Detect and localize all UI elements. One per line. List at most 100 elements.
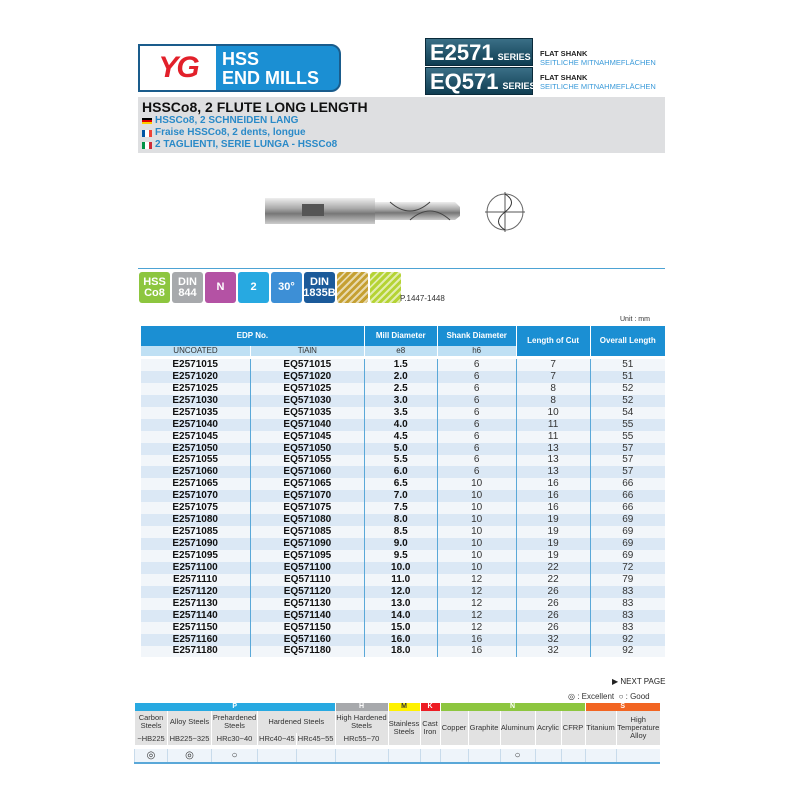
end-mill-illustration — [265, 192, 525, 232]
table-row: E2571110 EQ571110 11.0 12 22 79 — [140, 573, 665, 586]
length-of-cut: 10 — [515, 406, 591, 419]
uncoated-edp: E2571045 — [140, 430, 251, 443]
table-row: E2571015 EQ571015 1.5 6 7 51 — [140, 359, 665, 371]
2-flute-icon: 2 — [238, 272, 269, 303]
tialn-edp: EQ571110 — [249, 573, 365, 586]
uncoated-edp: E2571060 — [140, 466, 251, 479]
table-row: E2571150 EQ571150 15.0 12 26 83 — [140, 621, 665, 634]
shank-diameter: 10 — [436, 526, 517, 539]
shank-diameter: 6 — [436, 466, 517, 479]
uncoated-edp: E2571095 — [140, 550, 251, 562]
shank-diameter: 10 — [436, 514, 517, 527]
overall-length: 51 — [589, 370, 665, 383]
uncoated-edp: E2571065 — [140, 478, 251, 491]
mill-diameter: 3.5 — [363, 406, 438, 419]
title-fr: Fraise HSSCo8, 2 dents, longue — [155, 127, 306, 138]
header-mill-tolerance: e8 — [363, 346, 438, 356]
overall-length: 57 — [589, 466, 665, 479]
length-of-cut: 26 — [515, 609, 591, 622]
overall-length: 83 — [589, 597, 665, 610]
table-row: E2571070 EQ571070 7.0 10 16 66 — [140, 490, 665, 503]
mill-diameter: 8.0 — [363, 514, 438, 527]
mill-diameter: 9.0 — [363, 538, 438, 550]
shank-diameter: 6 — [436, 394, 517, 407]
yg-logo: YG — [140, 46, 216, 90]
material-group-P: P — [134, 703, 335, 711]
table-row: E2571075 EQ571075 7.5 10 16 66 — [140, 502, 665, 515]
material-name: Copper — [439, 711, 468, 745]
tialn-edp: EQ571150 — [249, 621, 365, 634]
shank-diameter: 12 — [436, 597, 517, 610]
shank-diameter: 12 — [436, 621, 517, 634]
material-group-H: H — [334, 703, 388, 711]
overall-length: 79 — [589, 573, 665, 586]
tialn-edp: EQ571095 — [249, 550, 365, 562]
series-code: EQ571 — [430, 69, 499, 94]
length-of-cut: 11 — [515, 430, 591, 443]
shank-diameter: 12 — [436, 609, 517, 622]
shank-diameter: 10 — [436, 478, 517, 491]
material-rating — [615, 749, 660, 764]
table-row: E2571060 EQ571060 6.0 6 13 57 — [140, 466, 665, 479]
shank-diameter: 6 — [436, 370, 517, 383]
tialn-edp: EQ571020 — [249, 370, 365, 383]
tialn-edp: EQ571090 — [249, 538, 365, 550]
material-hardness: HRc55~70 — [334, 733, 388, 745]
shank-diameter: 10 — [436, 502, 517, 515]
overall-length: 83 — [589, 609, 665, 622]
material-rating — [257, 749, 297, 764]
mill-diameter: 16.0 — [363, 633, 438, 646]
overall-length: 66 — [589, 478, 665, 491]
page-reference: P.1447-1448 — [400, 294, 445, 303]
series-suffix: SERIES — [497, 52, 531, 62]
mill-diameter: 8.5 — [363, 526, 438, 539]
mill-diameter: 12.0 — [363, 585, 438, 598]
brand-title-2: END MILLS — [222, 68, 319, 88]
next-page-link[interactable]: ▶ NEXT PAGE — [612, 677, 666, 686]
tialn-edp: EQ571085 — [249, 526, 365, 539]
overall-length: 92 — [589, 633, 665, 646]
tialn-edp: EQ571030 — [249, 394, 365, 407]
table-row: E2571180 EQ571180 18.0 16 32 92 — [140, 645, 665, 658]
header-length-of-cut: Length of Cut — [515, 326, 591, 356]
material-rating — [387, 749, 420, 764]
mill-diameter: 9.5 — [363, 550, 438, 562]
material-rating: ○ — [211, 749, 258, 764]
mill-diameter: 13.0 — [363, 597, 438, 610]
overall-length: 57 — [589, 442, 665, 455]
tialn-edp: EQ571160 — [249, 633, 365, 646]
length-of-cut: 22 — [515, 561, 591, 574]
uncoated-edp: E2571055 — [140, 454, 251, 467]
german-flag-icon — [142, 117, 152, 125]
series-code: E2571 — [430, 40, 494, 65]
overall-length: 92 — [589, 645, 665, 658]
material-name: Stainless Steels — [387, 711, 420, 745]
mill-diameter: 1.5 — [363, 359, 438, 371]
brand-title-1: HSS — [222, 49, 260, 69]
tialn-edp: EQ571075 — [249, 502, 365, 515]
material-hardness: ~HB225 — [134, 733, 168, 745]
uncoated-edp: E2571035 — [140, 406, 251, 419]
length-of-cut: 19 — [515, 514, 591, 527]
length-of-cut: 19 — [515, 526, 591, 539]
shank-diameter: 10 — [436, 538, 517, 550]
shank-label-de: SEITLICHE MITNAHMEFLÄCHEN — [540, 58, 656, 67]
tialn-edp: EQ571120 — [249, 585, 365, 598]
table-row: E2571020 EQ571020 2.0 6 7 51 — [140, 370, 665, 383]
shank-diameter: 6 — [436, 418, 517, 431]
header-uncoated: UNCOATED — [140, 346, 251, 356]
shank-diameter: 6 — [436, 454, 517, 467]
material-group-M: M — [387, 703, 420, 711]
length-of-cut: 16 — [515, 478, 591, 491]
shank-label: FLAT SHANK — [540, 49, 588, 58]
shank-diameter: 10 — [436, 490, 517, 503]
overall-length: 51 — [589, 359, 665, 371]
material-name: Graphite — [467, 711, 500, 745]
center-cut-icon — [337, 272, 368, 303]
helix-30-icon: 30° — [271, 272, 302, 303]
table-row: E2571160 EQ571160 16.0 16 32 92 — [140, 633, 665, 646]
overall-length: 57 — [589, 454, 665, 467]
material-name: Titanium — [584, 711, 616, 745]
material-name: High Temperature Alloy — [615, 711, 660, 745]
material-rating — [295, 749, 335, 764]
